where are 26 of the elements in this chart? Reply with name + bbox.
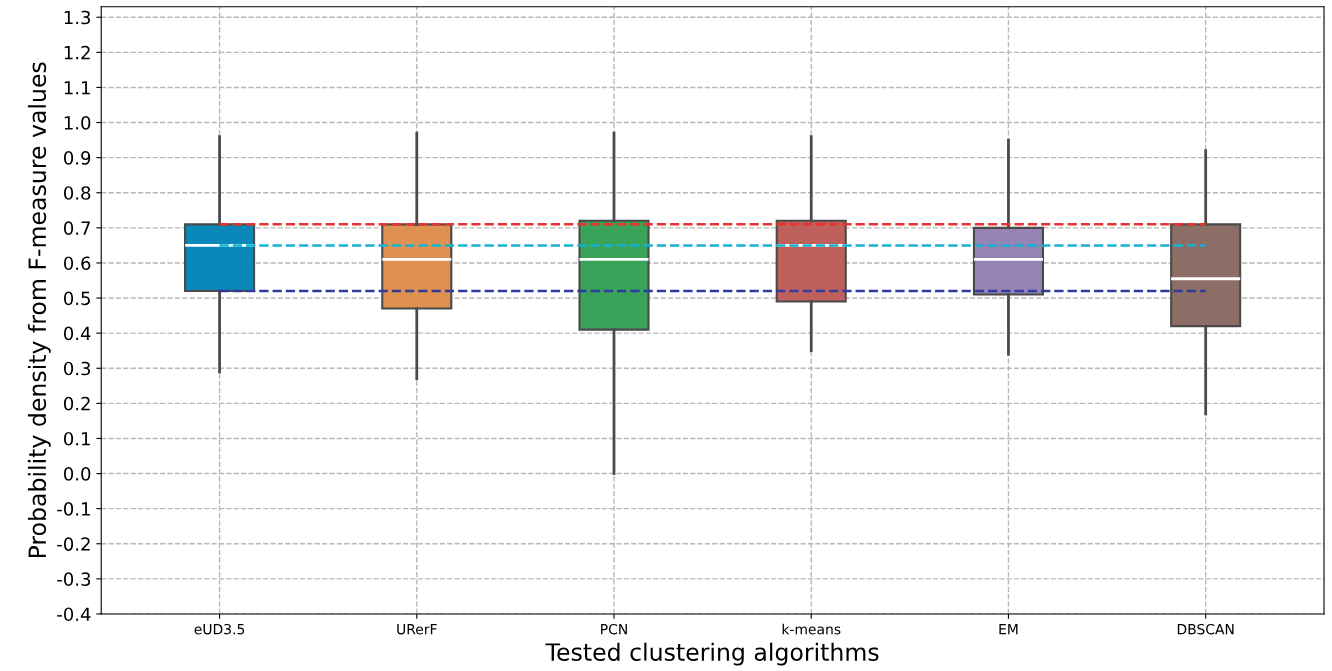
y-tick-label: 0.2	[63, 396, 90, 411]
y-tick-label: -0.2	[57, 537, 90, 551]
y-tick-label: 0.4	[63, 326, 91, 341]
y-tick-label: -0.4	[57, 607, 91, 622]
x-tick-label: eUD3.5	[194, 623, 245, 635]
y-axis-title: Probability density from F-measure values	[27, 62, 51, 558]
y-tick-label: 1.2	[64, 45, 90, 60]
y-tick-label: 1.3	[64, 10, 91, 25]
y-tick-label: 1.0	[64, 116, 91, 130]
y-tick-label: -0.3	[57, 572, 91, 586]
y-tick-label: 0.1	[63, 431, 90, 446]
y-tick-label: 0.5	[63, 291, 90, 306]
y-tick-label: 0.3	[63, 361, 91, 376]
y-tick-label: 0.7	[63, 221, 90, 235]
y-tick-label: 0.9	[63, 151, 91, 165]
x-tick-label: URerF	[397, 624, 437, 635]
x-tick-label: PCN	[601, 623, 627, 635]
x-axis-title: Tested clustering algorithms	[545, 642, 879, 666]
y-tick-label: -0.1	[57, 502, 90, 516]
x-tick-label: EM	[999, 624, 1018, 635]
y-tick-label: 1.1	[64, 81, 90, 95]
y-tick-label: 0.8	[63, 186, 91, 200]
y-tick-label: 0.6	[63, 256, 91, 271]
x-tick-label: DBSCAN	[1177, 623, 1234, 635]
y-tick-label: 0.0	[63, 467, 91, 481]
x-tick-label: k-means	[782, 623, 841, 635]
